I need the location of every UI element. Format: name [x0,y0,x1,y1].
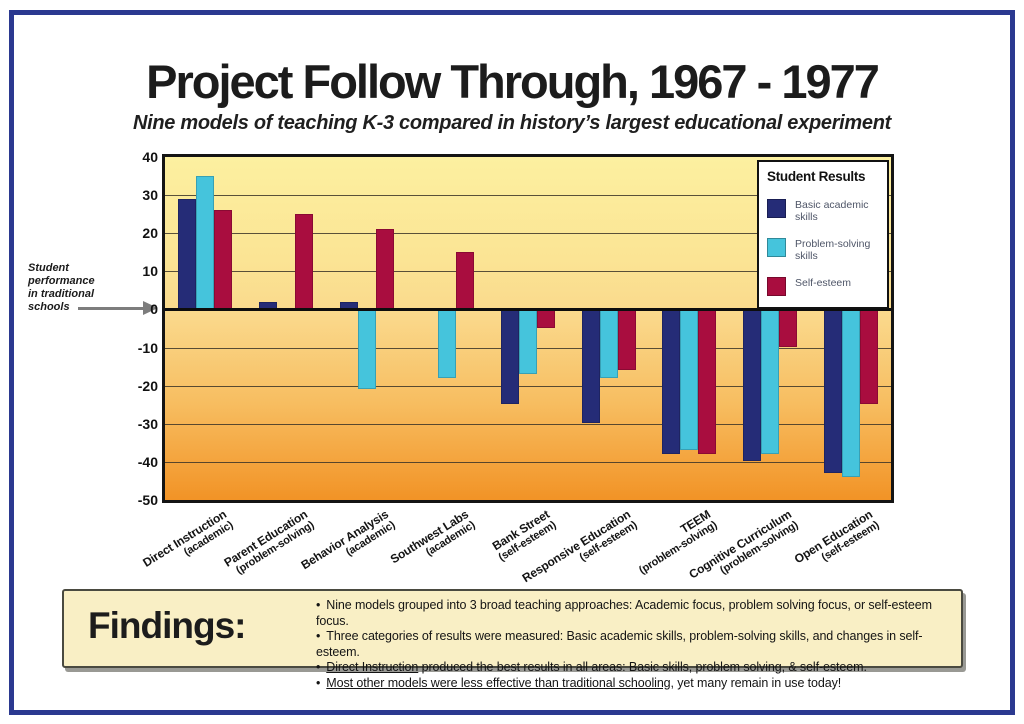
bar-cognitive-curriculum-basic-academic-skills [743,309,761,461]
underlined-text: Direct Instruction [326,660,419,674]
gridline-20 [165,233,891,234]
baseline-arrow-icon [78,307,144,310]
bar-bank-street-basic-academic-skills [501,309,519,404]
findings-box: Findings: • Nine models grouped into 3 br… [62,589,963,690]
bullet-text: produced the best results in all areas: … [418,660,867,674]
y-axis-tick-label-10: 10 [142,263,158,279]
plot-area: Student Results Basic academic skills Pro… [162,154,894,503]
bullet-text: Nine models grouped into 3 broad teachin… [316,598,932,628]
bullet-text: Three categories of results were measure… [316,629,923,659]
bar-parent-education-self-esteem [295,214,313,309]
bar-direct-instruction-self-esteem [214,210,232,309]
legend-item-self-esteem: Self-esteem [767,277,881,296]
bar-responsive-education-problem-solving-skills [600,309,618,378]
bar-cognitive-curriculum-problem-solving-skills [761,309,779,454]
page-subtitle: Nine models of teaching K-3 compared in … [132,112,892,134]
legend-swatch [767,277,786,296]
legend-label: Problem-solving skills [795,238,871,262]
bullet-icon: • [316,675,321,690]
gridline-10 [165,271,891,272]
findings-bullet: • Three categories of results were measur… [316,629,956,660]
y-axis-tick-label--50: -50 [137,492,158,508]
findings-heading: Findings: [88,605,246,646]
findings-list: • Nine models grouped into 3 broad teachi… [316,598,956,691]
bar-open-education-problem-solving-skills [842,309,860,477]
y-axis-tick-label-40: 40 [142,149,158,165]
legend-swatch [767,238,786,257]
legend-items: Basic academic skills Problem-solving ski… [767,199,881,296]
bar-southwest-labs-problem-solving-skills [438,309,456,378]
bar-teem-self-esteem [698,309,716,454]
bar-bank-street-problem-solving-skills [519,309,537,374]
bullet-text: , yet many remain in use today! [670,675,842,690]
page-title: Project Follow Through, 1967 - 1977 [146,55,880,108]
bar-responsive-education-self-esteem [618,309,636,370]
y-axis-tick-label--10: -10 [137,340,158,356]
findings-bullet: • Direct Instruction produced the best re… [316,660,956,676]
y-axis-tick-label-0: 0 [150,301,158,317]
legend-title: Student Results [767,169,866,184]
bar-teem-problem-solving-skills [680,309,698,450]
zero-baseline [165,308,891,311]
findings-bullet: • Most other models were less effective t… [316,676,956,692]
underlined-text: Most other models were less effective th… [326,675,671,690]
y-axis-tick-label-30: 30 [142,187,158,203]
y-axis-tick-label--20: -20 [137,378,158,394]
bar-behavior-analysis-basic-academic-skills [340,302,358,310]
traditional-schools-annotation: Student performance in traditional schoo… [28,262,95,313]
bar-cognitive-curriculum-self-esteem [779,309,797,347]
bullet-icon: • [316,598,321,612]
bar-open-education-basic-academic-skills [824,309,842,473]
legend-label: Self-esteem [795,277,852,289]
baseline-arrow-head-icon [143,301,158,315]
bar-bank-street-self-esteem [537,309,555,328]
bar-direct-instruction-problem-solving-skills [196,176,214,309]
legend-item-problem-solving: Problem-solving skills [767,238,881,262]
legend-label: Basic academic skills [795,199,869,223]
bar-parent-education-basic-academic-skills [259,302,277,310]
bar-responsive-education-basic-academic-skills [582,309,600,423]
bar-behavior-analysis-self-esteem [376,229,394,309]
bullet-icon: • [316,629,321,643]
gridline--20 [165,386,891,387]
y-axis-tick-label--30: -30 [137,416,158,432]
legend: Student Results Basic academic skills Pro… [757,160,889,309]
bar-teem-basic-academic-skills [662,309,680,454]
bar-behavior-analysis-problem-solving-skills [358,309,376,389]
findings-bullet: • Nine models grouped into 3 broad teachi… [316,598,956,629]
bar-southwest-labs-self-esteem [456,252,474,309]
gridline--30 [165,424,891,425]
y-axis-tick-label-20: 20 [142,225,158,241]
bar-direct-instruction-basic-academic-skills [178,199,196,310]
gridline-30 [165,195,891,196]
bullet-icon: • [316,660,321,674]
gridline--40 [165,462,891,463]
legend-item-basic-academic: Basic academic skills [767,199,881,223]
legend-swatch [767,199,786,218]
y-axis-tick-label--40: -40 [137,454,158,470]
bar-open-education-self-esteem [860,309,878,404]
